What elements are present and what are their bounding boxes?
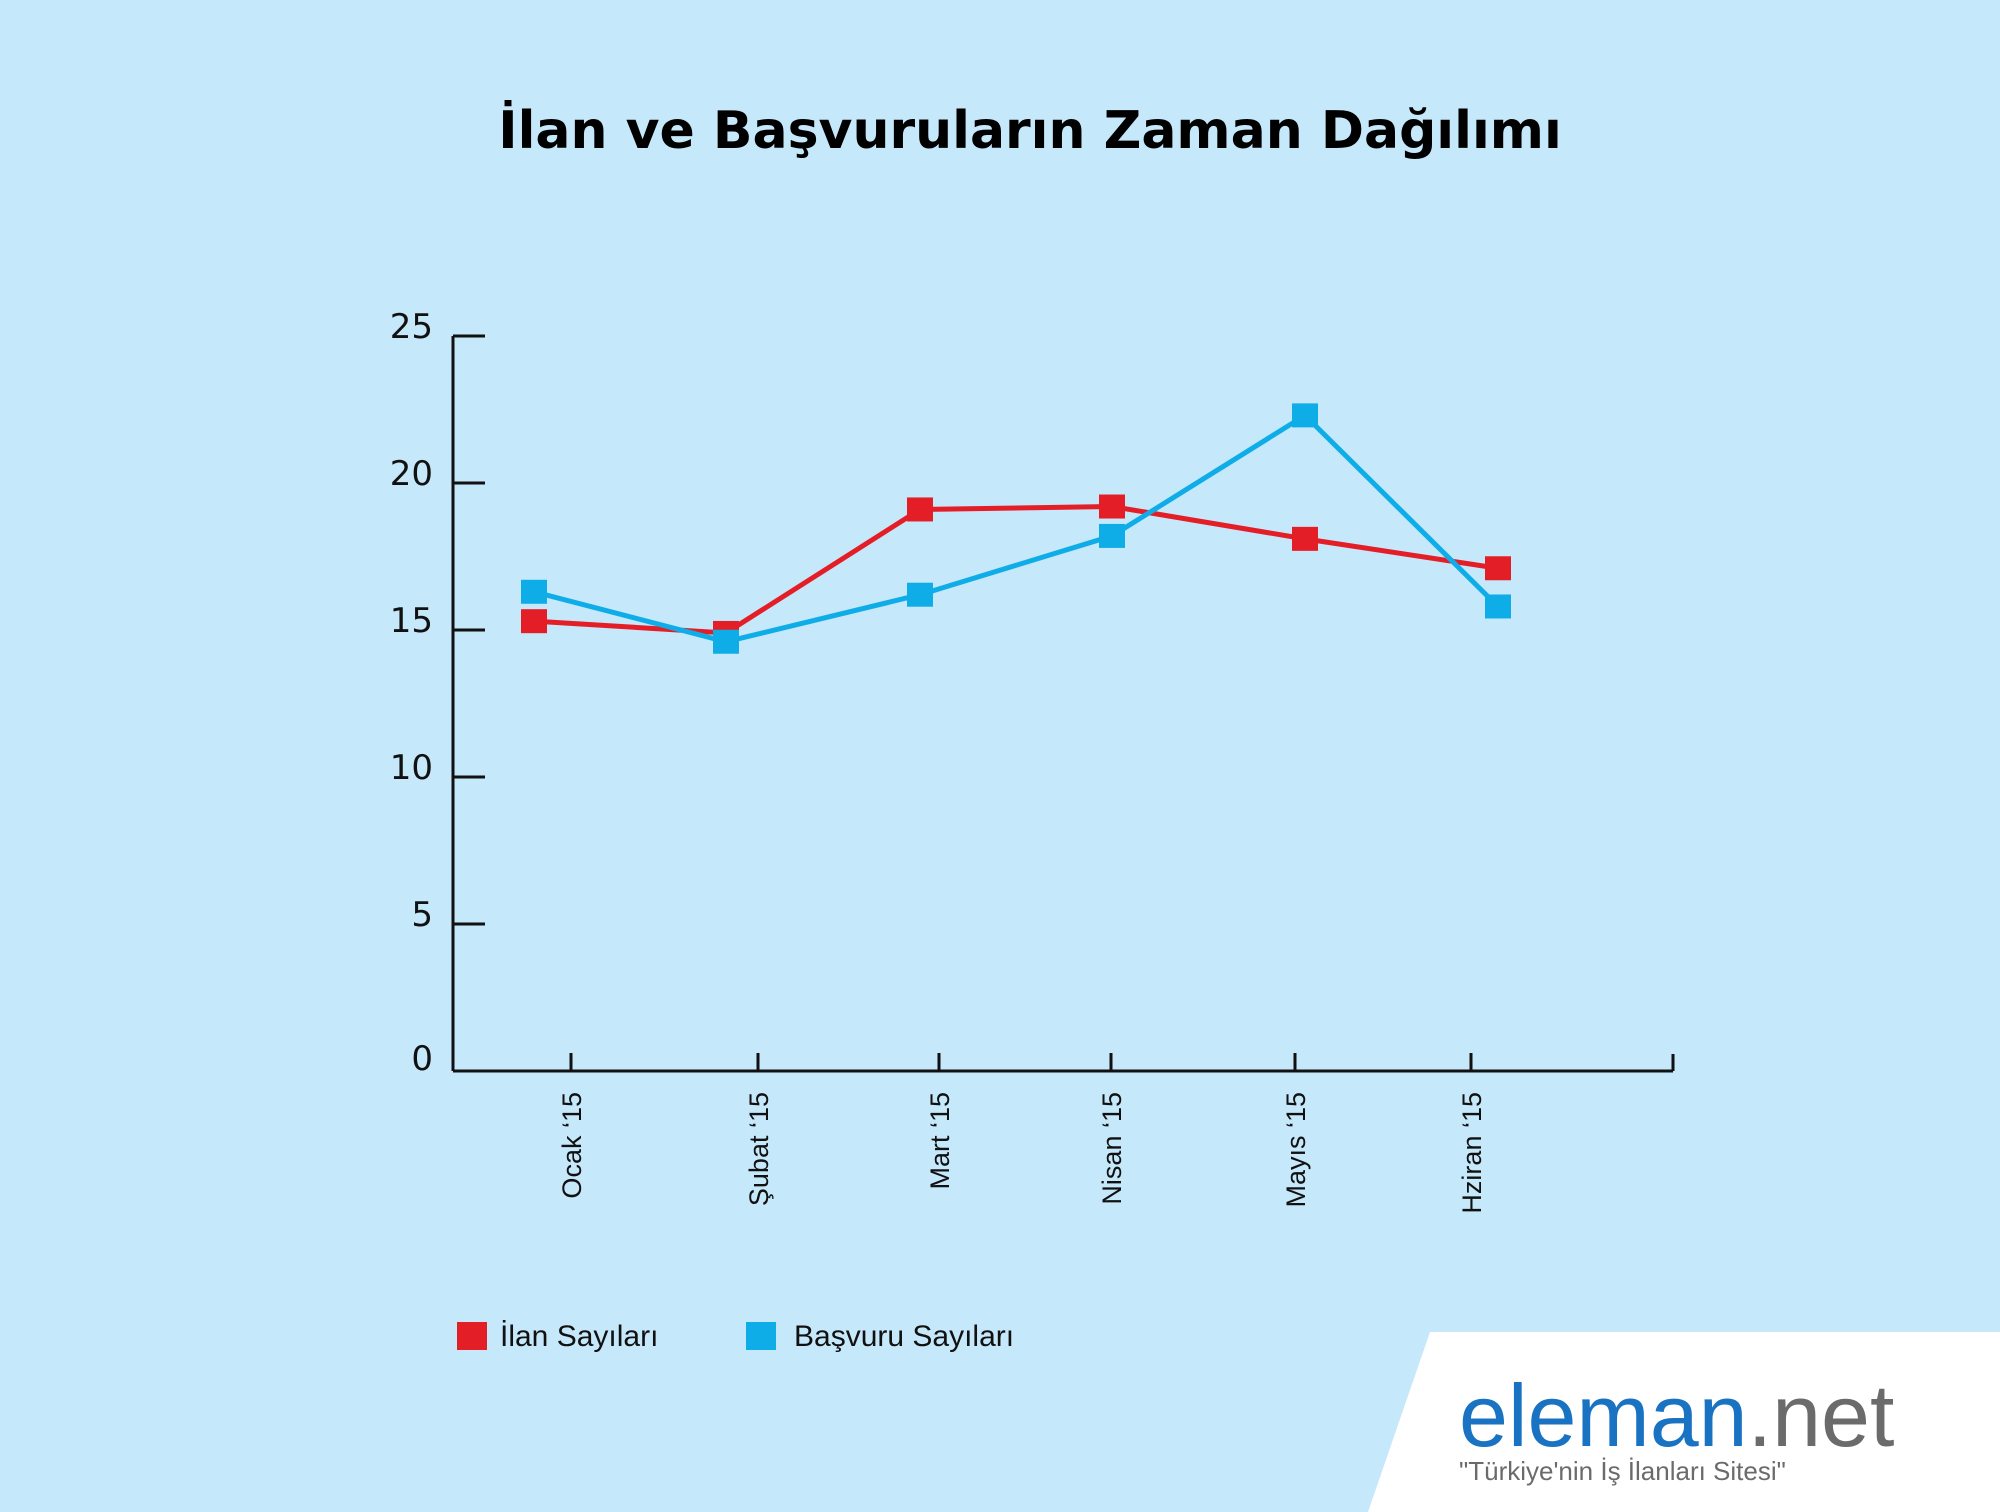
axes	[451, 336, 1675, 1073]
y-ticks: 0 5 10 15 20 25	[390, 307, 485, 1079]
series-layer	[521, 403, 1511, 654]
y-tick-label: 5	[411, 895, 433, 935]
x-tick-label: Hziran ‘15	[1457, 1092, 1487, 1214]
data-point	[1099, 523, 1125, 548]
y-tick-label: 25	[390, 307, 433, 347]
data-point	[521, 579, 547, 604]
data-point	[521, 609, 547, 634]
series-basvuru	[521, 403, 1511, 654]
chart-title: İlan ve Başvuruların Zaman Dağılımı	[498, 100, 1562, 161]
series-line	[533, 504, 1499, 636]
legend-label-ilan: İlan Sayıları	[500, 1320, 658, 1353]
data-point	[1292, 403, 1318, 428]
x-tick-label: Mayıs ‘15	[1281, 1092, 1311, 1208]
brand-main: eleman	[1459, 1366, 1748, 1465]
y-tick-label: 0	[411, 1039, 433, 1079]
x-tick-label: Mart ‘15	[925, 1092, 955, 1190]
data-point	[1485, 556, 1511, 581]
y-tick-label: 15	[390, 601, 433, 641]
data-point	[1292, 526, 1318, 551]
data-point	[907, 582, 933, 607]
y-tick-label: 20	[390, 454, 433, 494]
y-tick-label: 10	[390, 748, 433, 788]
data-point	[1099, 494, 1125, 519]
legend-swatch-ilan	[457, 1322, 487, 1350]
series-ilan	[521, 494, 1511, 645]
brand-suffix: .net	[1748, 1366, 1895, 1465]
tagline: "Türkiye'nin İş İlanları Sitesi"	[1459, 1456, 1786, 1486]
x-tick-label: Ocak ‘15	[557, 1092, 587, 1199]
data-point	[713, 629, 739, 654]
series-line	[533, 412, 1500, 645]
logo-panel: eleman.net "Türkiye'nin İş İlanları Site…	[1368, 1332, 2000, 1512]
x-ticks: Ocak ‘15 Şubat ‘15 Mart ‘15 Nisan ‘15 Mayıs …	[557, 1053, 1487, 1214]
logo-background	[1368, 1332, 2000, 1512]
legend: İlan Sayıları Başvuru Sayıları	[457, 1320, 1014, 1353]
x-tick-label: Şubat ‘15	[744, 1092, 774, 1206]
data-point	[1485, 594, 1511, 619]
legend-label-basvuru: Başvuru Sayıları	[794, 1320, 1014, 1353]
data-point	[907, 497, 933, 522]
brand-logo: eleman.net	[1459, 1366, 1894, 1465]
x-tick-label: Nisan ‘15	[1097, 1092, 1127, 1205]
legend-swatch-basvuru	[746, 1322, 776, 1350]
